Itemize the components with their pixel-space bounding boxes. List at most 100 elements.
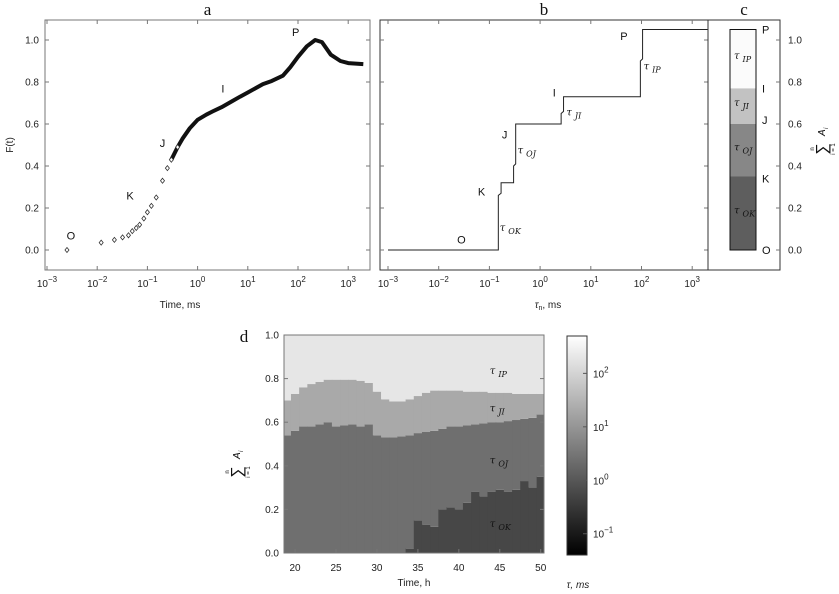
- heatmap-cell-IP: [495, 335, 505, 393]
- y-tick-label: 0.2: [265, 505, 279, 516]
- heatmap-cell-IP: [331, 335, 341, 380]
- heatmap-cell-OK: [495, 489, 505, 553]
- heatmap-cell-OK: [446, 507, 456, 553]
- heatmap-cell-IP: [528, 335, 538, 394]
- y-tick-label: 0.4: [25, 162, 39, 173]
- heatmap-cell-JI: [372, 391, 382, 436]
- heatmap-cell-OK: [479, 496, 488, 553]
- heatmap-cell-JI: [323, 379, 333, 423]
- phase-label-J: J: [160, 138, 166, 150]
- tau-label-OJ: τ OJ: [490, 456, 509, 469]
- colorbar-tick-label: 10−1: [593, 526, 614, 541]
- heatmap-cell-OK: [520, 481, 529, 553]
- tau-label-JI: τ JI: [490, 403, 506, 416]
- heatmap-cell-OJ: [503, 421, 513, 492]
- sum-term: A: [232, 452, 243, 460]
- x-axis-label: Time, ms: [160, 300, 201, 311]
- x-tick-label: 103: [340, 275, 356, 290]
- heatmap-cell-IP: [520, 335, 529, 394]
- phase-label-K: K: [126, 191, 134, 203]
- fluorescence-curve: [169, 38, 364, 161]
- heatmap-cell-OJ: [299, 426, 308, 553]
- y-tick-label: 1.0: [25, 36, 39, 47]
- tau-label-OK: τ OK: [500, 223, 522, 236]
- amplitude-band-IP: [730, 29, 756, 89]
- heatmap-cell-IP: [381, 335, 390, 400]
- heatmap-cell-OJ: [348, 424, 357, 553]
- data-point: [133, 224, 139, 232]
- data-point: [153, 194, 159, 201]
- heatmap-cell-OJ: [479, 423, 488, 497]
- phase-label-I: I: [221, 84, 224, 96]
- heatmap-cell-IP: [315, 335, 325, 382]
- data-point: [64, 246, 70, 254]
- tau-label-OJ: τ OJ: [518, 145, 537, 158]
- heatmap-cell-JI: [307, 384, 317, 427]
- x-tick-label: 40: [453, 563, 465, 574]
- panel-b-frame: [379, 19, 709, 271]
- x-tick-label: 103: [684, 275, 700, 290]
- x-tick-label: 102: [290, 275, 306, 290]
- heatmap-cell-IP: [503, 335, 513, 393]
- heatmap-cell-IP: [471, 335, 480, 392]
- heatmap-cell-OJ: [471, 424, 480, 492]
- amplitude-band-OJ: [730, 124, 756, 177]
- data-point: [120, 234, 126, 241]
- data-point: [98, 239, 104, 246]
- y-tick-label: 0.2: [25, 204, 39, 215]
- heatmap-cell-IP: [397, 335, 407, 402]
- heatmap-cell-OJ: [520, 418, 529, 482]
- heatmap-cell-OJ: [397, 436, 407, 553]
- heatmap-cell-JI: [331, 379, 341, 427]
- sum-lower-limit: i = 1: [246, 466, 252, 478]
- y-tick-label: 0.2: [788, 204, 802, 215]
- panel-d-title: d: [240, 327, 249, 346]
- data-point: [164, 164, 170, 172]
- heatmap-cell-IP: [487, 335, 497, 393]
- heatmap-cell-OK: [430, 526, 439, 553]
- tau-label-JI: τ JI: [566, 108, 582, 121]
- heatmap-cell-OK: [413, 520, 423, 553]
- sum-lower-limit: i = 1: [831, 143, 837, 155]
- x-tick-label: 10−1: [137, 275, 158, 290]
- x-axis-label: τn, ms: [535, 300, 562, 312]
- heatmap-cell-IP: [323, 335, 333, 380]
- heatmap-cell-OJ: [389, 437, 398, 553]
- heatmap-cell-OJ: [315, 424, 325, 553]
- heatmap-cell-JI: [421, 392, 431, 433]
- heatmap-cell-IP: [348, 335, 357, 380]
- data-point: [141, 215, 147, 222]
- heatmap-cell-OJ: [446, 426, 456, 508]
- y-tick-label: 0.6: [25, 120, 39, 131]
- heatmap-cell-OK: [421, 524, 431, 553]
- amplitude-bar-outline: [729, 29, 757, 251]
- heatmap-cell-OK: [462, 502, 472, 553]
- heatmap-cell-JI: [348, 379, 357, 425]
- heatmap-cell-OK: [454, 509, 464, 553]
- heatmap-cell-OJ: [356, 426, 366, 553]
- heatmap-cell-OJ: [323, 422, 333, 553]
- x-tick-label: 10−2: [429, 275, 450, 290]
- heatmap-cell-IP: [438, 335, 448, 391]
- data-point: [111, 236, 117, 244]
- heatmap-cell-OJ: [381, 437, 390, 553]
- phase-label-J: J: [502, 130, 508, 142]
- heatmap-cell-JI: [528, 393, 538, 418]
- heatmap-cell-JI: [479, 391, 488, 424]
- y-axis-label: F(t): [5, 137, 16, 153]
- heatmap-cell-IP: [479, 335, 488, 392]
- heatmap-cell-IP: [284, 335, 292, 401]
- heatmap-cell-JI: [471, 391, 480, 425]
- heatmap-cell-IP: [446, 335, 456, 391]
- x-tick-label: 45: [494, 563, 506, 574]
- heatmap-cell-OJ: [487, 422, 497, 492]
- colorbar: [566, 335, 588, 556]
- heatmap-cell-OJ: [372, 435, 382, 553]
- heatmap-cell-OJ: [284, 435, 292, 553]
- sum-upper-limit: n: [810, 147, 816, 150]
- x-tick-label: 50: [535, 563, 547, 574]
- colorbar-tick-label: 100: [593, 472, 609, 487]
- heatmap-cell-OJ: [528, 417, 538, 488]
